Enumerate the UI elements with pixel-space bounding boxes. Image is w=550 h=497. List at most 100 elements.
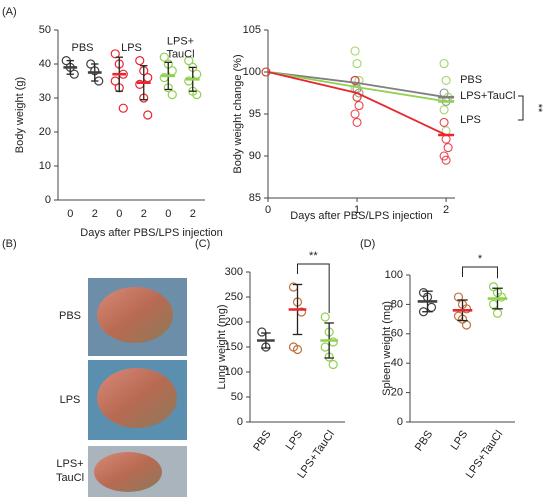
data-point — [257, 327, 267, 337]
data-point — [184, 55, 194, 66]
y-tick-label: 60 — [391, 328, 403, 340]
y-tick-label: 80 — [391, 298, 403, 310]
y-tick-label: 100 — [225, 366, 243, 378]
group-label: LPS+ — [167, 35, 194, 47]
data-point — [167, 89, 177, 100]
data-point — [439, 105, 449, 115]
data-point — [292, 344, 303, 355]
y-tick-label: 50 — [39, 24, 51, 36]
data-point — [354, 101, 364, 111]
photo-label: PBS — [59, 310, 81, 322]
x-tick-label: LPS — [284, 429, 306, 453]
data-point — [350, 46, 360, 56]
series-line — [267, 71, 447, 103]
photo-label: LPS — [60, 394, 81, 406]
x-tick-label: 2 — [443, 204, 449, 216]
panel-label: (C) — [195, 238, 210, 250]
data-point — [143, 72, 153, 83]
x-tick-label: 0 — [265, 204, 271, 216]
x-tick-label: 1 — [354, 204, 360, 216]
data-point — [135, 55, 145, 66]
x-tick-label: LPS+TauCl — [464, 429, 506, 481]
data-point — [320, 342, 330, 352]
y-tick-label: 100 — [243, 66, 261, 78]
series-line — [267, 71, 447, 136]
y-tick-label: 200 — [225, 316, 243, 328]
data-point — [354, 75, 364, 85]
y-tick-label: 95 — [249, 108, 261, 120]
photo-tissue — [97, 287, 173, 343]
y-tick-label: 50 — [231, 391, 243, 403]
data-point — [443, 143, 453, 153]
y-tick-label: 10 — [39, 160, 51, 172]
x-axis-label: Days after PBS/LPS injection — [290, 210, 432, 222]
significance-bracket — [462, 266, 498, 279]
data-point — [350, 109, 360, 119]
y-tick-label: 40 — [39, 58, 51, 70]
y-tick-label: 30 — [39, 92, 51, 104]
y-axis-label: Lung weight (mg) — [216, 305, 228, 390]
significance-label: * — [478, 253, 483, 265]
photo-label: LPS+ — [56, 458, 83, 470]
group-label: PBS — [71, 42, 93, 54]
data-point — [350, 75, 360, 85]
data-point — [192, 89, 202, 100]
y-tick-label: 150 — [225, 341, 243, 353]
data-point — [453, 292, 464, 302]
photo-label: TauCl — [56, 472, 84, 484]
data-point — [441, 155, 451, 165]
data-point — [192, 69, 202, 79]
y-tick-label: 0 — [397, 416, 403, 428]
data-point — [352, 59, 362, 69]
y-tick-label: 90 — [249, 150, 261, 162]
y-tick-label: 250 — [225, 291, 243, 303]
panel-label: (A) — [2, 6, 17, 18]
data-point — [439, 59, 449, 69]
y-tick-label: 40 — [391, 357, 403, 369]
group-label: TauCl — [166, 48, 194, 60]
photo-tissue — [94, 452, 162, 492]
data-point — [167, 66, 177, 76]
x-tick-label: PBS — [251, 429, 273, 454]
data-point — [110, 49, 120, 59]
panel-label: (B) — [2, 238, 17, 250]
x-tick-label: 0 — [116, 208, 122, 220]
group-label: LPS — [121, 42, 142, 54]
data-point — [439, 117, 449, 127]
y-tick-label: 85 — [249, 192, 261, 204]
y-tick-label: 0 — [237, 416, 243, 428]
series-label: LPS+TauCl — [460, 90, 515, 102]
x-tick-label: PBS — [413, 429, 435, 454]
y-axis-label: Spleen weight (mg) — [381, 301, 393, 396]
y-axis-label: Body weight change (%) — [232, 54, 244, 173]
y-tick-label: 20 — [39, 126, 51, 138]
photo-tissue — [97, 368, 177, 428]
y-tick-label: 20 — [391, 387, 403, 399]
data-point — [352, 117, 362, 127]
series-label: PBS — [460, 74, 482, 86]
significance-bracket — [518, 95, 524, 121]
x-tick-label: 0 — [67, 208, 73, 220]
x-tick-label: LPS — [449, 429, 471, 453]
x-axis-label: Days after PBS/LPS injection — [80, 227, 222, 239]
series-line — [267, 71, 447, 99]
data-point — [439, 151, 449, 161]
x-tick-label: 0 — [165, 208, 171, 220]
data-point — [320, 312, 330, 322]
y-tick-label: 100 — [385, 269, 403, 281]
panel-label: (D) — [360, 238, 375, 250]
data-point — [488, 299, 499, 309]
y-tick-label: 300 — [225, 266, 243, 278]
data-point — [441, 75, 451, 85]
series-label: LPS — [460, 114, 481, 126]
y-axis-label: Body weight (g) — [14, 77, 26, 153]
x-tick-label: 2 — [92, 208, 98, 220]
data-point — [441, 134, 451, 144]
significance-label: ** — [532, 104, 544, 113]
y-tick-label: 105 — [243, 24, 261, 36]
y-tick-label: 0 — [45, 194, 51, 206]
significance-label: ** — [309, 250, 318, 262]
data-point — [118, 103, 128, 113]
x-tick-label: 2 — [190, 208, 196, 220]
